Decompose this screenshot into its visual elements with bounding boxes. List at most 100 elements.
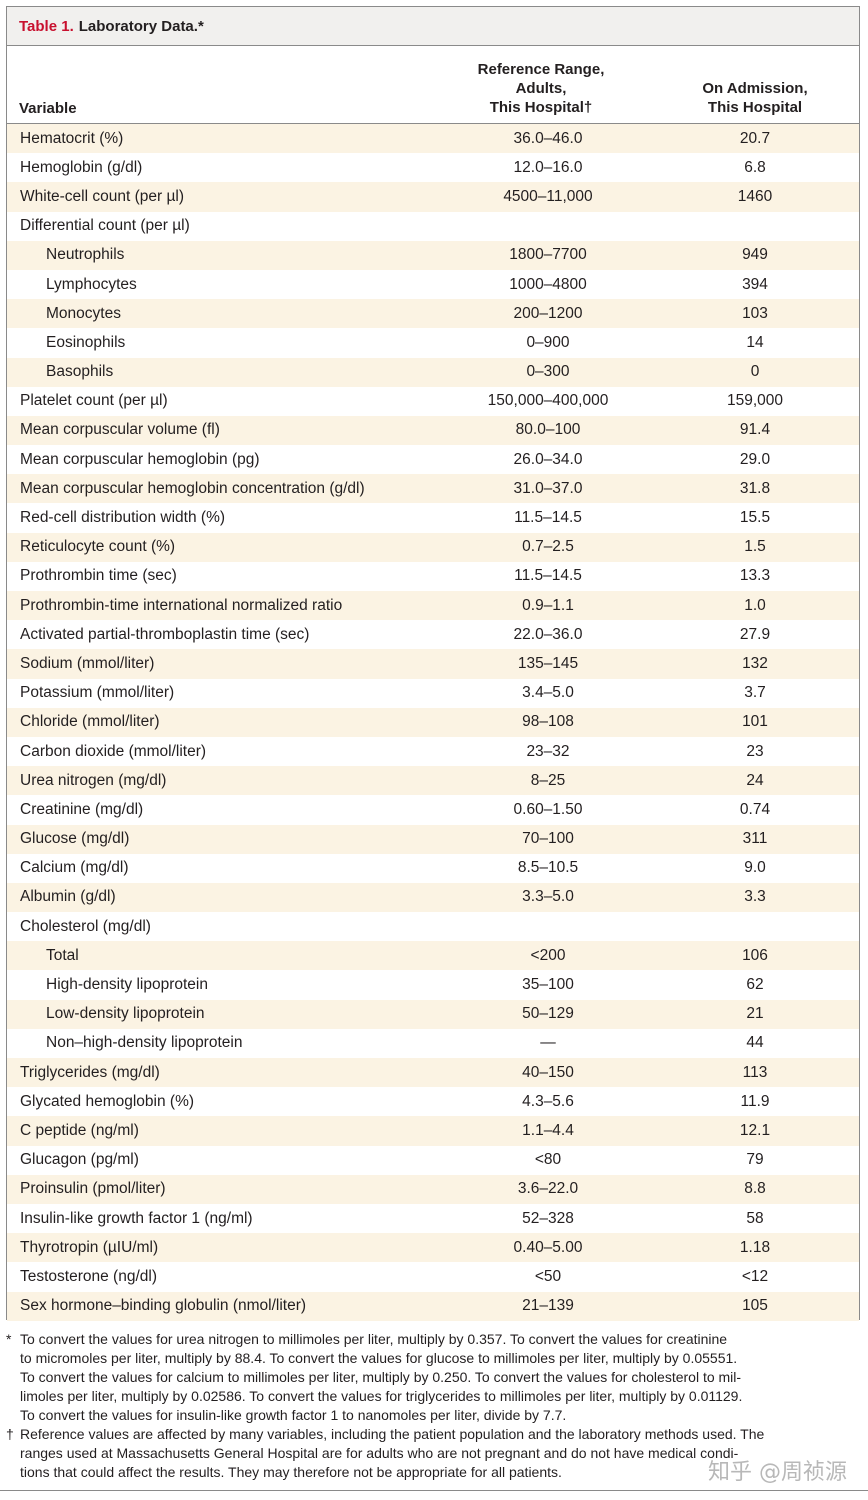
table-row: Platelet count (per µl) 150,000–400,000 15… — [7, 387, 859, 416]
row-variable: Cholesterol (mg/dl) — [20, 917, 151, 935]
row-reference-range: — — [540, 1034, 556, 1052]
row-reference-range: 135–145 — [517, 654, 579, 672]
footnote-line: To convert the values for urea nitrogen … — [20, 1331, 728, 1347]
row-reference-range: 0.60–1.50 — [513, 800, 583, 818]
table-row: Insulin-like growth factor 1 (ng/ml) 52–3… — [7, 1204, 859, 1233]
row-reference-range: 3.4–5.0 — [522, 684, 574, 702]
row-variable: Prothrombin-time international normalize… — [20, 596, 343, 614]
row-reference-range: 98–108 — [522, 713, 574, 731]
row-variable: Glycated hemoglobin (%) — [20, 1092, 195, 1110]
row-admission-value: 113 — [742, 1063, 768, 1081]
table-row: Lymphocytes 1000–4800 394 — [7, 270, 859, 299]
row-variable: Sodium (mmol/liter) — [20, 654, 155, 672]
table-row: Eosinophils 0–900 14 — [7, 328, 859, 357]
row-variable: Low-density lipoprotein — [46, 1005, 205, 1023]
row-variable: Basophils — [46, 363, 114, 381]
table-title: Laboratory Data.* — [78, 17, 204, 35]
table-row: Low-density lipoprotein 50–129 21 — [7, 999, 859, 1029]
row-admission-value: 15.5 — [739, 509, 771, 527]
footnote-mark: † — [6, 1426, 14, 1442]
table-row: Chloride (mmol/liter) 98–108 101 — [7, 707, 859, 737]
row-admission-value: 3.7 — [744, 684, 766, 702]
table-row: Sex hormone–binding globulin (nmol/liter… — [7, 1291, 859, 1321]
footnote-line: tions that could affect the results. The… — [20, 1464, 562, 1480]
row-variable: Triglycerides (mg/dl) — [20, 1063, 160, 1081]
row-admission-value: 101 — [742, 713, 768, 731]
table-row: Basophils 0–300 0 — [7, 357, 859, 387]
row-reference-range: 0.9–1.1 — [522, 596, 574, 614]
row-reference-range: <200 — [530, 946, 566, 964]
footnote-line: limoles per liter, multiply by 0.02586. … — [20, 1388, 743, 1404]
footnote-mark: * — [6, 1331, 12, 1347]
row-admission-value: 31.8 — [739, 479, 771, 497]
table-row: Prothrombin-time international normalize… — [7, 591, 859, 621]
row-variable: Mean corpuscular hemoglobin (pg) — [20, 450, 260, 468]
table-row: Carbon dioxide (mmol/liter) 23–32 23 — [7, 737, 859, 766]
table-row: Neutrophils 1800–7700 949 — [7, 240, 859, 270]
footnotes: * To convert the values for urea nitroge… — [6, 1330, 862, 1482]
table-label: Table 1. — [19, 17, 74, 35]
row-admission-value: 62 — [746, 976, 764, 994]
row-reference-range: 8–25 — [530, 771, 566, 789]
header-admission-line: On Admission, — [702, 80, 808, 97]
row-reference-range: 1800–7700 — [509, 246, 587, 264]
table-row: Mean corpuscular volume (fl) 80.0–100 91.4 — [7, 415, 859, 446]
footnote-line: To convert the values for insulin-like g… — [20, 1407, 567, 1423]
row-variable: Thyrotropin (µIU/ml) — [20, 1238, 159, 1256]
row-admission-value: 79 — [746, 1151, 764, 1169]
row-reference-range: 200–1200 — [513, 304, 583, 322]
row-reference-range: 3.6–22.0 — [517, 1180, 579, 1198]
row-variable: Neutrophils — [46, 246, 125, 264]
row-reference-range: 1.1–4.4 — [522, 1121, 574, 1139]
row-reference-range: 35–100 — [522, 976, 574, 994]
header-reference-range: Reference Range, Adults, This Hospital† — [441, 60, 641, 117]
row-admission-value: 1460 — [737, 187, 773, 205]
watermark: 知乎 @周祯源 — [708, 1460, 847, 1485]
table-row: Glycated hemoglobin (%) 4.3–5.6 11.9 — [7, 1087, 859, 1116]
row-variable: Albumin (g/dl) — [20, 888, 116, 906]
footnote-asterisk: * To convert the values for urea nitroge… — [6, 1330, 862, 1425]
row-admission-value: 58 — [746, 1209, 764, 1227]
header-reference-line: Reference Range, — [477, 61, 605, 78]
row-variable: Glucose (mg/dl) — [20, 830, 130, 848]
row-variable: Hemoglobin (g/dl) — [20, 158, 143, 176]
row-admission-value: 23 — [746, 742, 764, 760]
row-reference-range: 36.0–46.0 — [513, 129, 583, 147]
row-admission-value: 13.3 — [739, 567, 771, 585]
row-admission-value: 103 — [742, 304, 768, 322]
row-reference-range: 150,000–400,000 — [487, 392, 609, 410]
header-reference-line: This Hospital† — [489, 99, 593, 116]
row-admission-value: 27.9 — [739, 625, 771, 643]
row-reference-range: 21–139 — [522, 1297, 574, 1315]
row-admission-value: 3.3 — [744, 888, 766, 906]
table-body: Hematocrit (%) 36.0–46.0 20.7 Hemoglobin (g… — [7, 124, 859, 1321]
row-reference-range: 0–300 — [526, 363, 570, 381]
footnote-dagger: † Reference values are affected by many … — [6, 1425, 862, 1482]
row-reference-range: 26.0–34.0 — [513, 450, 583, 468]
row-variable: Prothrombin time (sec) — [20, 567, 177, 585]
row-variable: Insulin-like growth factor 1 (ng/ml) — [20, 1209, 253, 1227]
table-row: White-cell count (per µl) 4500–11,000 1460 — [7, 182, 859, 212]
row-reference-range: <50 — [534, 1267, 562, 1285]
row-reference-range: 0.40–5.00 — [513, 1238, 583, 1256]
table-row: Potassium (mmol/liter) 3.4–5.0 3.7 — [7, 679, 859, 708]
row-reference-range: 23–32 — [526, 742, 570, 760]
row-reference-range: 1000–4800 — [509, 275, 587, 293]
table-row: Triglycerides (mg/dl) 40–150 113 — [7, 1058, 859, 1088]
row-reference-range: 11.5–14.5 — [514, 567, 582, 585]
row-variable: Activated partial-thromboplastin time (s… — [20, 625, 310, 643]
table-row: Differential count (per µl) — [7, 212, 859, 241]
row-admission-value: 44 — [746, 1034, 764, 1052]
row-admission-value: 12.1 — [739, 1121, 771, 1139]
table-row: Cholesterol (mg/dl) — [7, 912, 859, 941]
footnote-line: ranges used at Massachusetts General Hos… — [20, 1445, 739, 1461]
row-variable: Urea nitrogen (mg/dl) — [20, 771, 167, 789]
footnote-line: To convert the values for calcium to mil… — [20, 1369, 742, 1385]
table-row: Mean corpuscular hemoglobin concentratio… — [7, 474, 859, 504]
row-variable: Calcium (mg/dl) — [20, 859, 129, 877]
row-admission-value: 132 — [742, 654, 768, 672]
row-variable: Eosinophils — [46, 333, 126, 351]
row-reference-range: 8.5–10.5 — [517, 859, 579, 877]
row-variable: Glucagon (pg/ml) — [20, 1151, 139, 1169]
row-admission-value: 8.8 — [744, 1180, 766, 1198]
